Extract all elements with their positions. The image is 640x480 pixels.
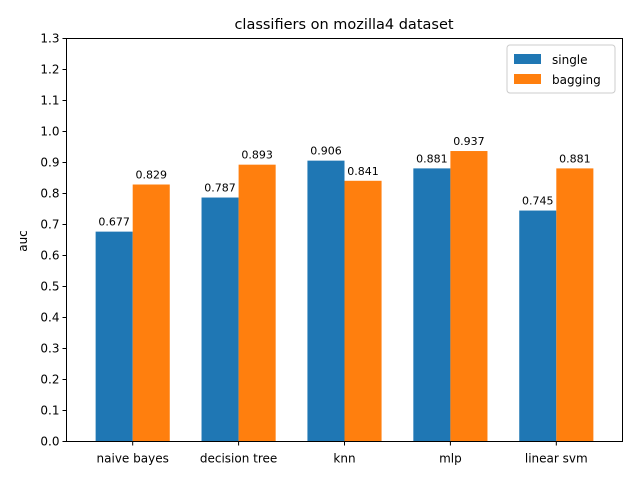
y-axis: 0.0 0.1 0.2 0.3 0.4 0.5 0.6 0.7 0.8 0.9 1.0 1.1 1.2 1… [40, 32, 67, 449]
bar-bagging-2 [344, 180, 382, 442]
legend-label: bagging [552, 73, 601, 87]
value-label: 0.881 [559, 152, 591, 165]
bars-group [95, 151, 594, 442]
bar-bagging-3 [450, 151, 488, 442]
x-tick-label: knn [333, 452, 355, 466]
chart-title: classifiers on mozilla4 dataset [234, 17, 453, 33]
value-label: 0.787 [204, 182, 236, 195]
value-labels-group: 0.677 0.829 0.787 0.893 0.906 0.841 0.881 0.937… [98, 135, 590, 229]
value-label: 0.906 [310, 145, 342, 158]
y-tick-label: 0.2 [40, 373, 59, 387]
y-tick-label: 1.1 [40, 94, 59, 108]
x-tick-label: decision tree [200, 452, 277, 466]
x-axis: naive bayes decision tree knn mlp linear svm [97, 441, 588, 466]
value-label: 0.677 [98, 216, 130, 229]
y-tick-label: 0.4 [40, 311, 59, 325]
y-tick-label: 1.2 [40, 63, 59, 77]
y-tick-label: 0.9 [40, 156, 59, 170]
value-label: 0.937 [453, 135, 485, 148]
bar-bagging-0 [132, 184, 170, 442]
plot-frame [66, 38, 623, 442]
y-tick-label: 0.5 [40, 280, 59, 294]
x-tick-label: linear svm [525, 452, 588, 466]
legend-swatch-bagging [514, 74, 541, 84]
value-label: 0.841 [347, 165, 379, 178]
bar-single-4 [519, 210, 557, 442]
value-label: 0.745 [522, 195, 554, 208]
y-tick-label: 0.3 [40, 342, 59, 356]
value-label: 0.881 [416, 152, 448, 165]
bar-bagging-1 [238, 164, 276, 442]
bar-bagging-4 [556, 168, 594, 442]
bar-single-3 [413, 168, 451, 442]
y-tick-label: 0.0 [40, 435, 59, 449]
y-tick-label: 0.1 [40, 404, 59, 418]
y-tick-label: 1.0 [40, 125, 59, 139]
bar-single-1 [201, 197, 239, 442]
legend: single bagging [506, 44, 616, 94]
y-tick-label: 0.6 [40, 249, 59, 263]
value-label: 0.893 [241, 149, 273, 162]
y-axis-label: auc [16, 230, 30, 252]
y-tick-label: 1.3 [40, 32, 59, 46]
bar-single-2 [307, 160, 345, 442]
bar-single-0 [95, 231, 133, 442]
legend-label: single [552, 53, 588, 67]
x-tick-label: mlp [439, 452, 462, 466]
x-tick-label: naive bayes [97, 452, 169, 466]
value-label: 0.829 [135, 169, 167, 182]
y-tick-label: 0.7 [40, 218, 59, 232]
legend-swatch-single [514, 54, 541, 64]
y-tick-label: 0.8 [40, 187, 59, 201]
